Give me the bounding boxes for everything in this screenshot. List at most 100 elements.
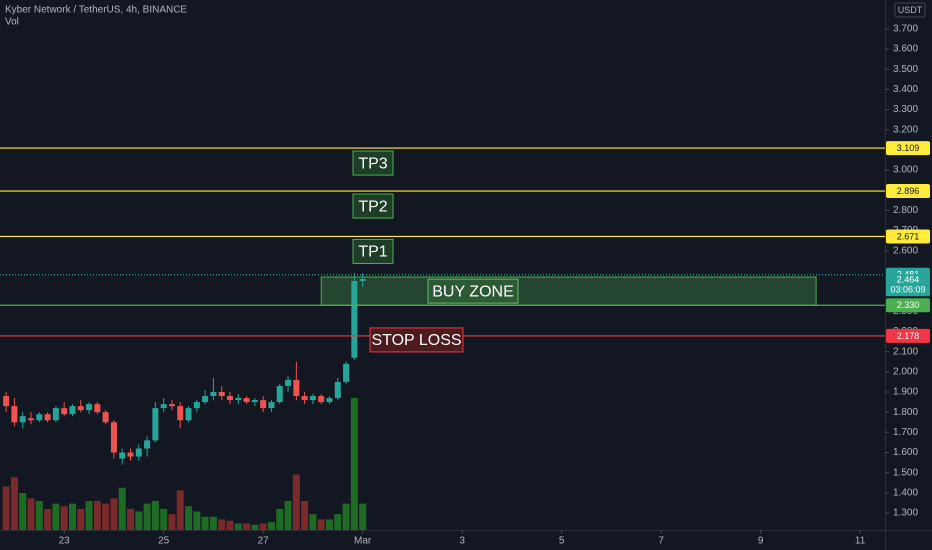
volume-bar <box>110 498 118 530</box>
candle-body <box>61 408 68 415</box>
annotation-box <box>352 150 394 176</box>
annotation-text: BUY ZONE <box>432 283 514 300</box>
volume-bar <box>77 508 85 530</box>
candle-body <box>301 396 308 401</box>
volume-bar <box>284 500 292 530</box>
volume-bar <box>309 514 317 530</box>
volume-bar <box>19 493 27 530</box>
annotation-box <box>352 193 394 219</box>
annotation-text: STOP LOSS <box>371 332 461 349</box>
last-price-label: 2.464 <box>897 275 920 285</box>
candle-body <box>152 408 159 441</box>
volume-bar <box>342 503 350 530</box>
candle-body <box>285 379 292 386</box>
y-tick-label: 1.700 <box>893 427 918 438</box>
y-tick-label: 1.400 <box>893 488 918 499</box>
candle-body <box>86 404 93 411</box>
y-tick-label: 1.900 <box>893 387 918 398</box>
candle-body <box>293 379 300 397</box>
annotation-text: TP2 <box>358 198 387 215</box>
annotation-box <box>427 278 519 304</box>
candle-body <box>36 414 43 421</box>
currency-badge[interactable] <box>894 2 926 18</box>
y-tick-label: 1.600 <box>893 447 918 458</box>
candle-body <box>193 402 200 409</box>
volume-bar <box>218 519 226 530</box>
countdown-label: 03:06:09 <box>890 285 925 295</box>
candle-body <box>177 406 184 421</box>
candle-body <box>343 363 350 382</box>
candle-body <box>334 381 341 399</box>
x-tick-label: 27 <box>258 536 270 547</box>
y-tick-label: 2.000 <box>893 366 918 377</box>
x-tick-label: 11 <box>855 536 866 547</box>
x-tick-label: 25 <box>158 536 170 547</box>
annotation-text: TP1 <box>358 244 387 261</box>
y-tick-label: 3.000 <box>893 165 918 176</box>
symbol-title: Kyber Network / TetherUS, 4h, BINANCE <box>5 5 187 16</box>
volume-bar <box>243 523 251 530</box>
candle-body <box>309 396 316 401</box>
volume-bar <box>209 516 217 530</box>
x-tick-label: 23 <box>59 536 71 547</box>
x-tick-label: 9 <box>758 536 764 547</box>
candle-body <box>251 400 258 403</box>
annotation-box <box>369 327 464 353</box>
candle-body <box>359 279 366 282</box>
y-tick-label: 2.800 <box>893 205 918 216</box>
volume-bar <box>317 519 325 530</box>
price-badge <box>886 328 930 343</box>
volume-bar <box>168 514 176 530</box>
volume-bar <box>60 506 68 530</box>
y-tick-label: 1.300 <box>893 508 918 519</box>
y-tick-label: 3.700 <box>893 23 918 34</box>
volume-bar <box>350 398 358 530</box>
candle-body <box>160 404 167 409</box>
candle-body <box>27 418 34 421</box>
volume-bar <box>334 514 342 530</box>
volume-bar <box>160 508 168 530</box>
volume-bar <box>185 506 193 530</box>
candle-body <box>326 398 333 403</box>
price-badge-label: 2.896 <box>897 186 920 196</box>
volume-bar <box>52 503 60 530</box>
price-badge <box>886 298 930 313</box>
candle-body <box>168 404 175 407</box>
y-tick-label: 2.100 <box>893 346 918 357</box>
candle-body <box>235 398 242 401</box>
candle-body <box>110 422 117 453</box>
volume-bar <box>118 487 126 530</box>
volume-bar <box>2 486 10 530</box>
price-badge <box>886 184 930 199</box>
volume-bar <box>267 522 275 530</box>
y-tick-label: 3.200 <box>893 124 918 135</box>
candle-body <box>260 400 267 409</box>
volume-bar <box>10 477 18 530</box>
candle-body <box>351 281 358 358</box>
candle-body <box>11 406 18 423</box>
volume-bar <box>143 503 151 530</box>
candle-body <box>210 392 217 397</box>
x-tick-label: 3 <box>459 536 465 547</box>
y-tick-label: 3.400 <box>893 84 918 95</box>
y-tick-label: 3.600 <box>893 44 918 55</box>
currency-label[interactable]: USDT <box>898 5 923 15</box>
price-badge-label: 2.671 <box>897 231 920 241</box>
y-tick-label: 3.500 <box>893 64 918 75</box>
volume-bar <box>44 508 52 530</box>
volume-bar <box>85 500 93 530</box>
volume-bar <box>102 503 110 530</box>
volume-bar <box>126 508 134 530</box>
volume-bar <box>251 524 259 530</box>
indicator-label: Vol <box>5 17 19 28</box>
candle-body <box>218 392 225 397</box>
candle-body <box>77 406 84 411</box>
candle-body <box>144 440 151 449</box>
price-badge-label: 3.109 <box>897 143 920 153</box>
volume-bar <box>259 523 267 530</box>
volume-bar <box>292 474 300 530</box>
volume-bar <box>27 498 35 530</box>
candle-body <box>243 398 250 403</box>
